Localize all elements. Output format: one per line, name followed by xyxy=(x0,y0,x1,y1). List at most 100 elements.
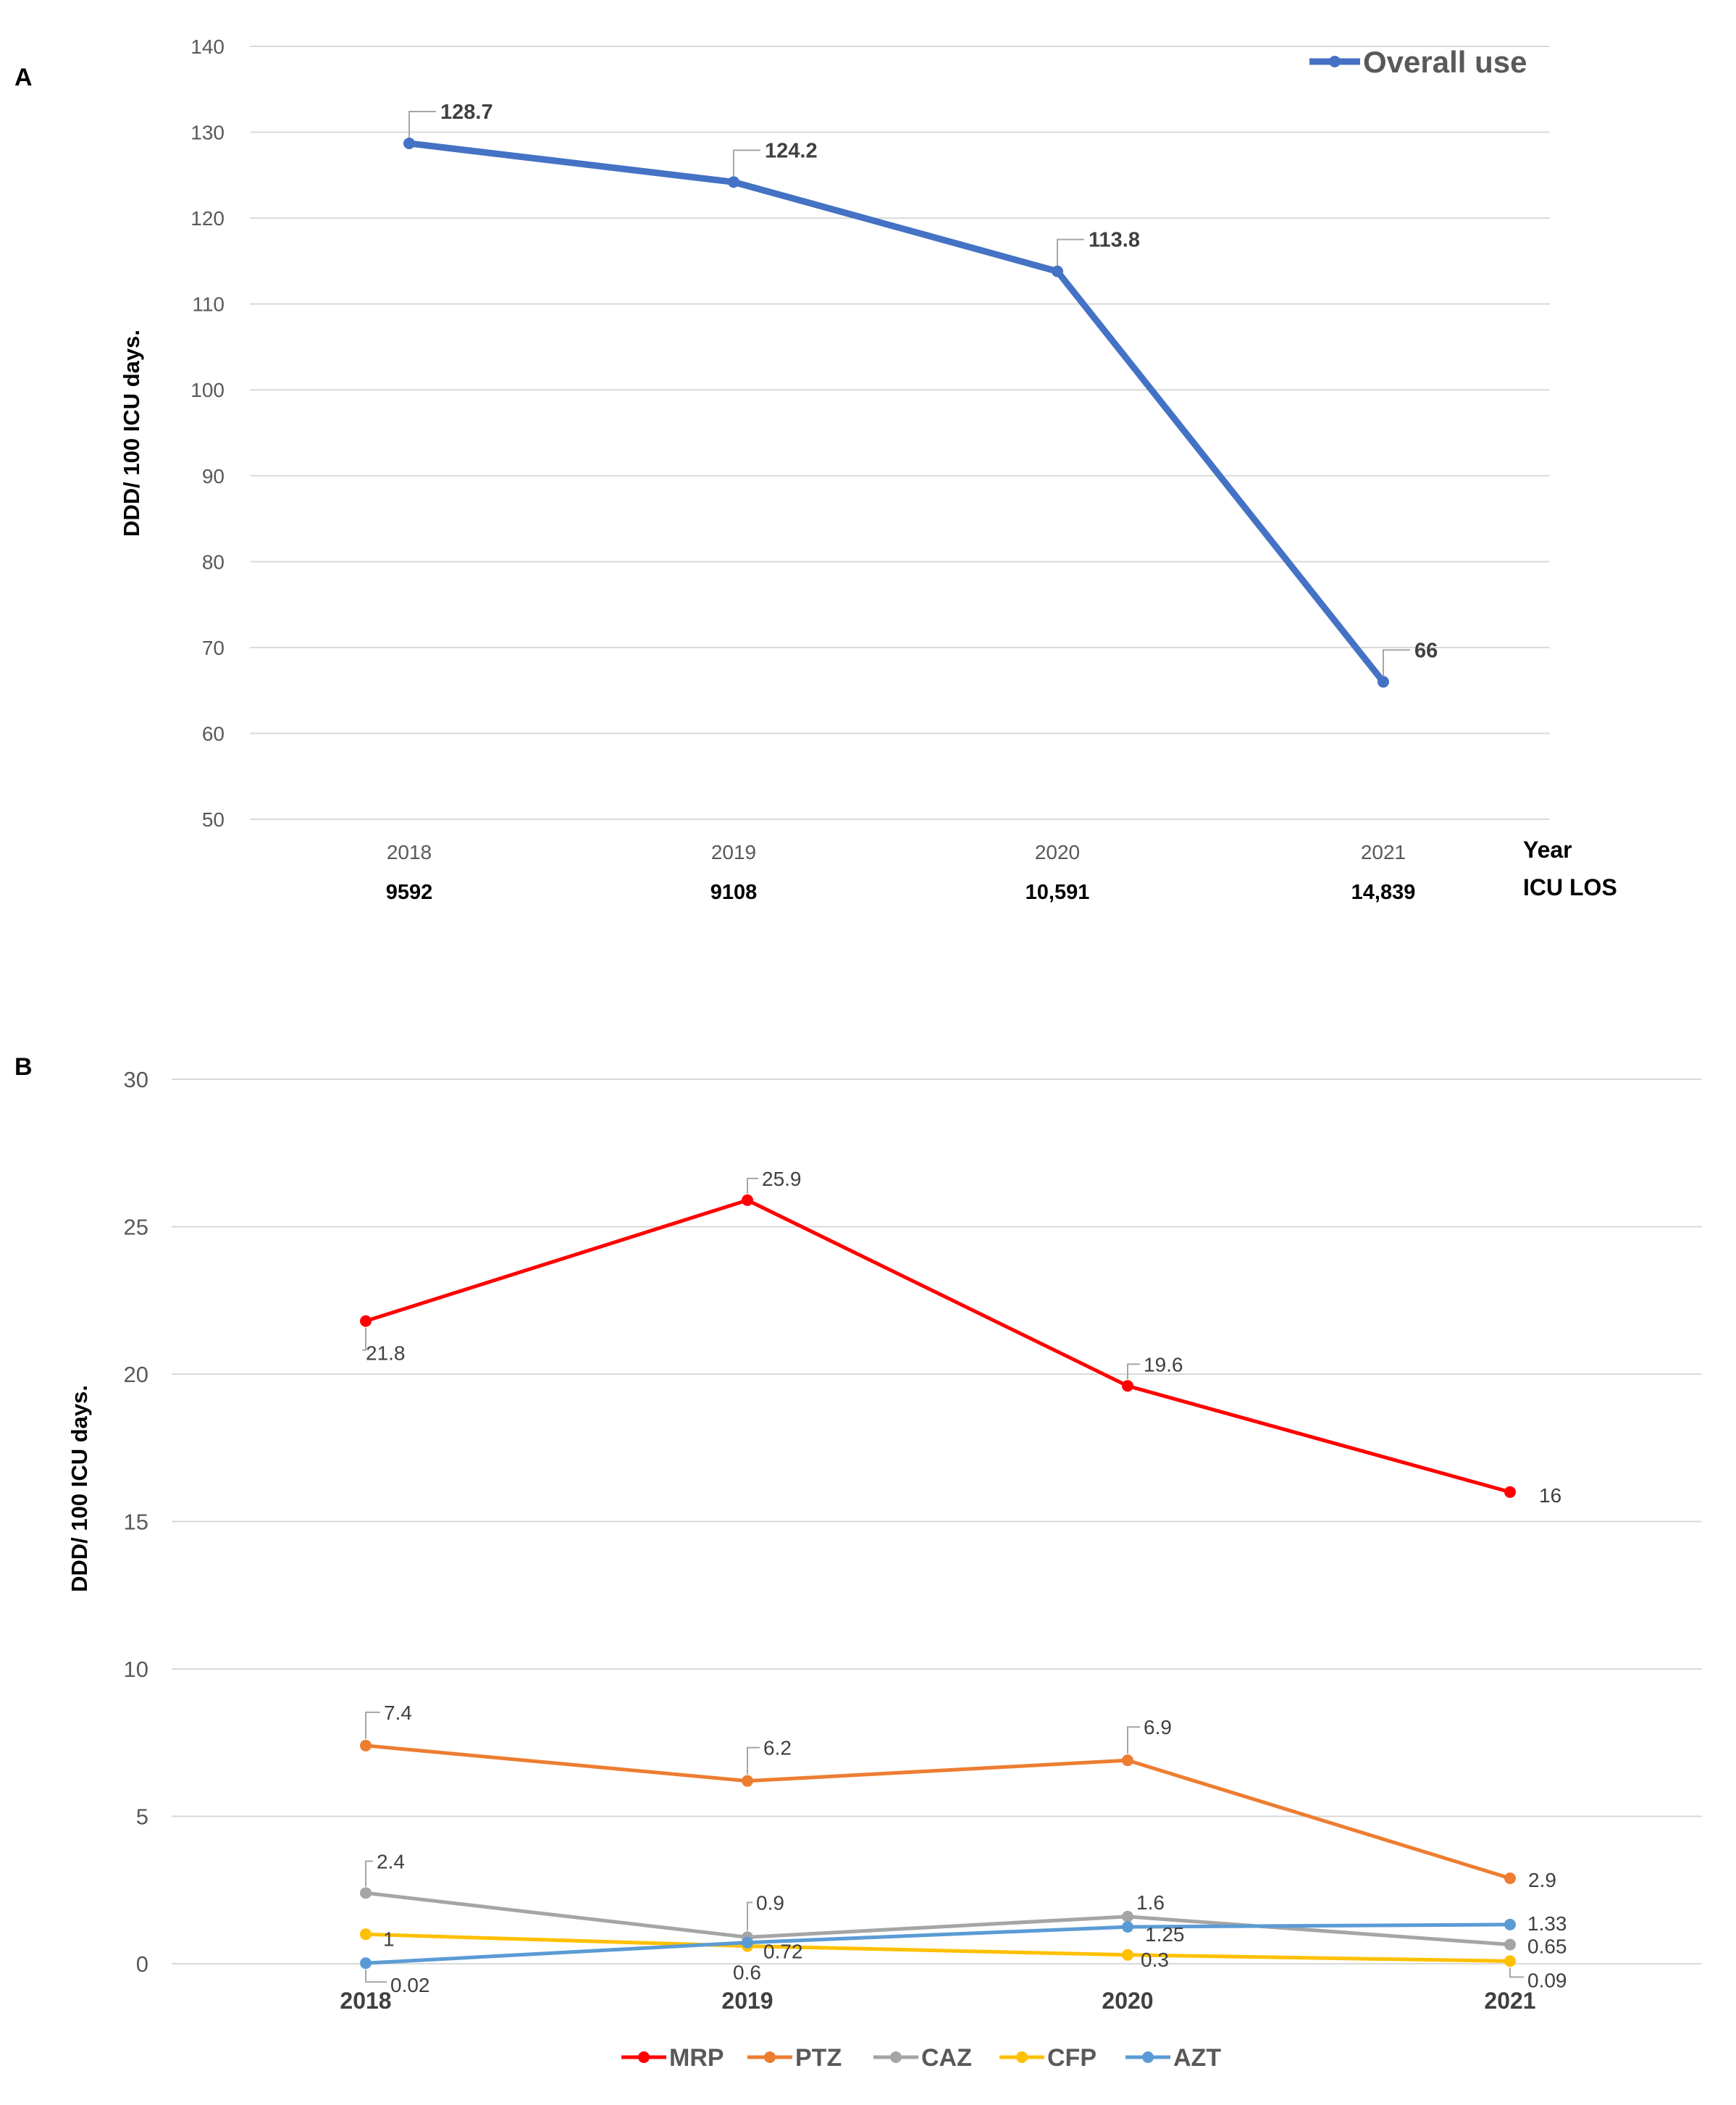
data-point-cfp xyxy=(360,1928,372,1941)
data-point-cfp xyxy=(1504,1955,1516,1967)
data-label-caz: 0.9 xyxy=(756,1891,784,1914)
data-label-ptz: 7.4 xyxy=(384,1702,412,1724)
data-label: 124.2 xyxy=(765,139,818,162)
y-tick-label: 50 xyxy=(202,808,225,831)
series-line-ptz xyxy=(365,1744,1511,1880)
data-point xyxy=(1378,676,1389,688)
data-label-azt: 1.25 xyxy=(1145,1923,1185,1946)
legend-marker-mrp xyxy=(638,2051,650,2063)
data-point-azt xyxy=(742,1936,753,1949)
y-tick-label: 60 xyxy=(202,722,225,745)
legend-swatch-marker xyxy=(1329,56,1341,67)
x-tick-label: 2021 xyxy=(1484,1988,1535,2014)
legend-label-ptz: PTZ xyxy=(795,2044,842,2072)
data-label-cfp: 0.3 xyxy=(1141,1949,1169,1971)
x-tick-label: 2020 xyxy=(1102,1988,1153,2014)
data-label-caz: 1.6 xyxy=(1136,1891,1165,1914)
data-point-mrp xyxy=(742,1194,753,1206)
icu-los-value: 9592 xyxy=(386,881,433,904)
y-tick-label: 0 xyxy=(136,1951,148,1977)
x-tick-label: 2019 xyxy=(711,841,756,863)
data-label: 128.7 xyxy=(440,101,493,124)
data-label-mrp: 19.6 xyxy=(1144,1353,1183,1376)
data-label-mrp: 25.9 xyxy=(762,1168,802,1190)
data-label-cfp: 0.6 xyxy=(733,1962,761,1984)
data-label-ptz: 6.9 xyxy=(1144,1716,1172,1738)
data-label: 113.8 xyxy=(1089,229,1140,252)
series-line-azt xyxy=(365,1922,1511,1965)
series-line-overall-use xyxy=(406,140,1387,685)
legend-label-mrp: MRP xyxy=(669,2044,724,2072)
y-axis-label: DDD/ 100 ICU days. xyxy=(119,330,144,537)
icu-los-value: 14,839 xyxy=(1351,881,1416,904)
data-label-ptz: 6.2 xyxy=(763,1737,792,1759)
data-label-caz: 2.4 xyxy=(377,1850,405,1872)
legend-marker-ptz xyxy=(764,2051,776,2063)
data-label-mrp: 16 xyxy=(1539,1484,1561,1507)
y-tick-label: 20 xyxy=(124,1362,148,1387)
data-point-azt xyxy=(360,1957,372,1970)
legend-marker-azt xyxy=(1142,2051,1154,2063)
chart-panel-b: B 0 5 10 15 20 25 30 DDD/ 100 ICU days. 2018 2019 2… xyxy=(14,1053,1702,2072)
y-tick-label: 10 xyxy=(124,1657,148,1682)
data-label-leader xyxy=(1509,1967,1524,1978)
series-line-caz xyxy=(365,1891,1511,1947)
y-tick-label: 15 xyxy=(124,1510,148,1535)
data-label-cfp: 0.09 xyxy=(1527,1969,1567,1991)
panel-letter-a: A xyxy=(14,64,33,91)
data-point-caz xyxy=(360,1887,372,1899)
data-point-ptz xyxy=(1504,1872,1516,1884)
data-point xyxy=(1052,265,1063,277)
data-label-leader xyxy=(365,1860,373,1887)
data-point-caz xyxy=(1504,1938,1516,1951)
data-label-mrp: 21.8 xyxy=(366,1342,406,1365)
legend-label-caz: CAZ xyxy=(921,2044,972,2072)
data-label-leader xyxy=(362,1327,366,1351)
legend-marker-cfp xyxy=(1016,2051,1028,2063)
legend-marker-caz xyxy=(890,2051,902,2063)
data-label-ptz: 2.9 xyxy=(1528,1869,1556,1891)
data-label-leader xyxy=(747,1177,758,1194)
y-tick-label: 25 xyxy=(124,1215,148,1240)
y-tick-label: 120 xyxy=(190,207,225,230)
data-label-leader xyxy=(408,110,436,138)
data-label-leader xyxy=(1057,238,1084,266)
data-label-leader xyxy=(1127,1726,1140,1754)
y-tick-label: 100 xyxy=(190,379,225,401)
data-label-leader xyxy=(733,149,760,177)
data-point-azt xyxy=(1504,1918,1516,1930)
data-label-leader xyxy=(1383,649,1410,677)
y-axis-label: DDD/ 100 ICU days. xyxy=(67,1385,92,1592)
x-tick-label: 2021 xyxy=(1361,841,1406,863)
data-point-caz xyxy=(1122,1910,1133,1922)
y-tick-label: 90 xyxy=(202,465,225,487)
legend-label-cfp: CFP xyxy=(1047,2044,1096,2072)
data-label-caz: 0.65 xyxy=(1527,1935,1567,1958)
data-label-cfp: 1 xyxy=(383,1928,395,1950)
data-point xyxy=(403,137,415,149)
data-label-leader xyxy=(747,1746,760,1775)
chart-panel-a: A 50 60 70 80 90 100 110 120 130 140 DDD/ 100 ICU d… xyxy=(14,35,1617,904)
icu-los-value: 9108 xyxy=(710,881,758,904)
y-tick-label: 80 xyxy=(202,551,225,573)
secondary-row-label: ICU LOS xyxy=(1523,874,1617,900)
data-point-ptz xyxy=(360,1739,372,1752)
x-tick-label: 2019 xyxy=(721,1988,773,2014)
legend-label-azt: AZT xyxy=(1173,2044,1221,2072)
data-point-cfp xyxy=(1122,1949,1133,1961)
data-point-mrp xyxy=(1504,1486,1516,1498)
y-tick-label: 70 xyxy=(202,637,225,659)
y-tick-label: 110 xyxy=(192,293,225,316)
y-tick-label: 140 xyxy=(190,35,225,58)
data-label-leader xyxy=(747,1901,752,1931)
data-label-leader xyxy=(1127,1363,1140,1380)
series-line-cfp xyxy=(365,1932,1511,1963)
data-label: 66 xyxy=(1414,639,1438,662)
data-label-leader xyxy=(365,1970,387,1983)
y-tick-label: 130 xyxy=(190,122,225,144)
data-label-azt: 1.33 xyxy=(1527,1912,1567,1935)
data-point-mrp xyxy=(1122,1380,1133,1392)
icu-los-value: 10,591 xyxy=(1026,881,1090,904)
data-point-azt xyxy=(1122,1921,1133,1933)
y-tick-label: 5 xyxy=(136,1804,148,1830)
